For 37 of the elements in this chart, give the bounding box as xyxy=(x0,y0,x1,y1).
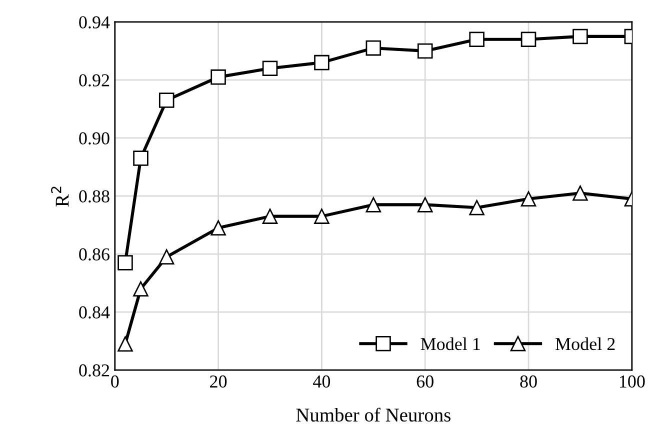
point xyxy=(366,40,382,56)
point xyxy=(118,255,133,270)
y-tick-label: 0.82 xyxy=(79,364,110,377)
legend-label: Model 2 xyxy=(556,337,615,350)
point xyxy=(118,336,133,352)
y-tick-label: 0.92 xyxy=(79,74,110,86)
x-tick-label: 100 xyxy=(620,375,645,388)
x-tick-label: 20 xyxy=(210,375,227,388)
x-tick-label: 0 xyxy=(111,375,119,388)
point xyxy=(262,60,278,76)
point xyxy=(520,191,536,207)
y-tick-label: 0.94 xyxy=(79,16,110,28)
point xyxy=(133,150,148,166)
point xyxy=(417,197,433,212)
x-tick-label: 40 xyxy=(313,375,330,388)
y-tick-label: 0.90 xyxy=(79,132,110,145)
x-tick-label: 60 xyxy=(416,375,434,388)
legend-label: Model 1 xyxy=(420,337,480,350)
point xyxy=(469,32,484,47)
point xyxy=(133,281,148,296)
point xyxy=(158,92,174,108)
point xyxy=(210,69,226,85)
y-axis-title: R$^{2}$ xyxy=(51,186,69,207)
x-tick-label: 80 xyxy=(520,375,537,388)
point xyxy=(210,220,226,236)
y-tick-label: 0.88 xyxy=(79,190,110,203)
point xyxy=(314,208,330,224)
x-axis-title: Number of Neurons xyxy=(296,408,450,422)
point xyxy=(520,32,536,47)
point xyxy=(314,54,330,70)
point xyxy=(572,28,588,44)
y-tick-label: 0.86 xyxy=(79,248,110,261)
point xyxy=(572,185,588,201)
y-tick-label: 0.84 xyxy=(79,306,110,319)
point xyxy=(469,200,484,216)
point xyxy=(158,249,174,265)
point xyxy=(417,43,433,59)
